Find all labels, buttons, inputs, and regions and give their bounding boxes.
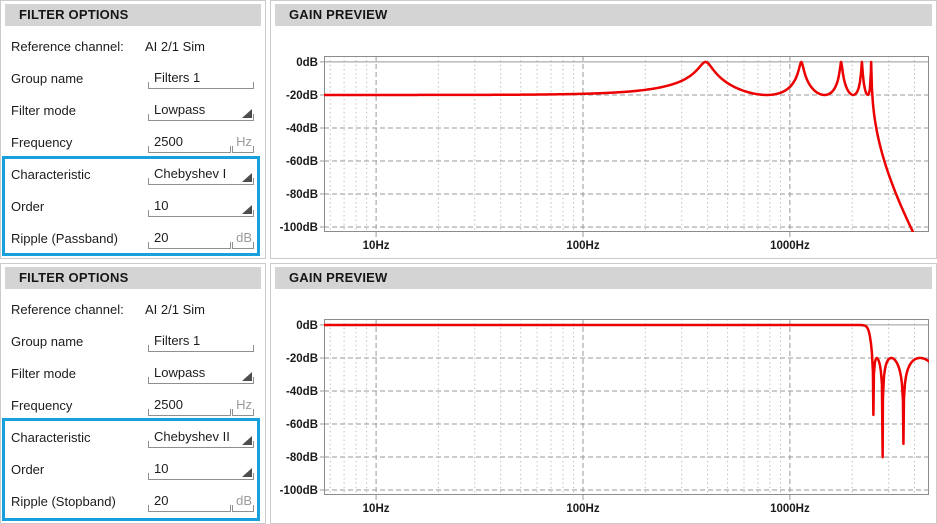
reference-channel-label: Reference channel: <box>11 302 124 317</box>
x-axis-label: 100Hz <box>566 240 599 252</box>
frequency-row: Frequency 2500 Hz <box>1 390 265 422</box>
dropdown-arrow-icon <box>242 205 252 214</box>
y-axis-label: -80dB <box>286 452 318 464</box>
y-axis-label: -20dB <box>286 90 318 102</box>
x-axis-label: 10Hz <box>363 240 390 252</box>
ripple-row: Ripple (Stopband) 20 dB <box>1 486 265 518</box>
filter-options-panel-top: FILTER OPTIONS Reference channel: AI 2/1… <box>0 0 266 259</box>
reference-channel-value: AI 2/1 Sim <box>145 39 205 54</box>
dropdown-arrow-icon <box>242 109 252 118</box>
dropdown-arrow-icon <box>242 173 252 182</box>
gain-preview-panel-bottom: GAIN PREVIEW 10Hz 100Hz 1000Hz 0dB -20dB -40d… <box>270 263 937 524</box>
gain-curve <box>324 60 915 232</box>
ripple-label: Ripple (Passband) <box>11 231 118 246</box>
characteristic-dropdown[interactable]: Chebyshev I <box>148 163 254 185</box>
reference-channel-row: Reference channel: AI 2/1 Sim <box>1 294 265 326</box>
panel-header: FILTER OPTIONS <box>5 4 261 26</box>
ripple-unit: dB <box>232 227 254 249</box>
y-axis-label: -80dB <box>286 189 318 201</box>
ripple-label: Ripple (Stopband) <box>11 494 116 509</box>
frequency-input[interactable]: 2500 <box>148 394 231 416</box>
order-label: Order <box>11 462 45 477</box>
gain-preview-panel-top: GAIN PREVIEW 10Hz 100Hz 1000Hz 0dB -20dB -40d… <box>270 0 937 259</box>
ripple-input[interactable]: 20 <box>148 490 231 512</box>
order-row: Order 10 <box>1 454 265 486</box>
ripple-row: Ripple (Passband) 20 dB <box>1 223 265 255</box>
filter-mode-dropdown[interactable]: Lowpass <box>148 362 254 384</box>
dropdown-arrow-icon <box>242 372 252 381</box>
frequency-row: Frequency 2500 Hz <box>1 127 265 159</box>
order-label: Order <box>11 199 45 214</box>
order-dropdown[interactable]: 10 <box>148 458 254 480</box>
group-name-label: Group name <box>11 334 84 349</box>
form-rows: Reference channel: AI 2/1 Sim Group name… <box>1 294 265 518</box>
frequency-input[interactable]: 2500 <box>148 131 231 153</box>
x-axis-label: 1000Hz <box>770 503 810 515</box>
frequency-unit: Hz <box>232 394 254 416</box>
filter-mode-label: Filter mode <box>11 366 77 381</box>
characteristic-label: Characteristic <box>11 167 91 182</box>
gain-preview-chart: 10Hz 100Hz 1000Hz 0dB -20dB -40dB -60dB -80dB -1… <box>280 319 929 515</box>
y-axis-label: -100dB <box>280 485 318 497</box>
filter-mode-row: Filter mode Lowpass <box>1 358 265 390</box>
filter-mode-dropdown[interactable]: Lowpass <box>148 99 254 121</box>
filter-mode-row: Filter mode Lowpass <box>1 95 265 127</box>
dropdown-arrow-icon <box>242 436 252 445</box>
filter-mode-label: Filter mode <box>11 103 77 118</box>
frequency-unit: Hz <box>232 131 254 153</box>
frequency-label: Frequency <box>11 135 73 150</box>
y-axis-label: -60dB <box>286 156 318 168</box>
characteristic-row: Characteristic Chebyshev I <box>1 159 265 191</box>
gain-curve <box>324 323 929 459</box>
y-axis-label: -60dB <box>286 419 318 431</box>
order-dropdown[interactable]: 10 <box>148 195 254 217</box>
y-axis-label: -20dB <box>286 353 318 365</box>
reference-channel-row: Reference channel: AI 2/1 Sim <box>1 31 265 63</box>
characteristic-row: Characteristic Chebyshev II <box>1 422 265 454</box>
y-axis-label: 0dB <box>296 57 318 69</box>
dropdown-arrow-icon <box>242 468 252 477</box>
group-name-input[interactable]: Filters 1 <box>148 330 254 352</box>
y-axis-label: -40dB <box>286 386 318 398</box>
panel-header: GAIN PREVIEW <box>275 267 932 289</box>
characteristic-label: Characteristic <box>11 430 91 445</box>
group-name-row: Group name Filters 1 <box>1 326 265 358</box>
filter-options-panel-bottom: FILTER OPTIONS Reference channel: AI 2/1… <box>0 263 266 524</box>
group-name-row: Group name Filters 1 <box>1 63 265 95</box>
x-axis-label: 1000Hz <box>770 240 810 252</box>
x-axis-label: 100Hz <box>566 503 599 515</box>
characteristic-dropdown[interactable]: Chebyshev II <box>148 426 254 448</box>
ripple-unit: dB <box>232 490 254 512</box>
order-row: Order 10 <box>1 191 265 223</box>
panel-header: GAIN PREVIEW <box>275 4 932 26</box>
reference-channel-label: Reference channel: <box>11 39 124 54</box>
ripple-input[interactable]: 20 <box>148 227 231 249</box>
plot-border <box>324 319 929 495</box>
y-axis-label: -40dB <box>286 123 318 135</box>
plot-border <box>324 56 929 232</box>
form-rows: Reference channel: AI 2/1 Sim Group name… <box>1 31 265 255</box>
group-name-label: Group name <box>11 71 84 86</box>
frequency-label: Frequency <box>11 398 73 413</box>
x-axis-label: 10Hz <box>363 503 390 515</box>
reference-channel-value: AI 2/1 Sim <box>145 302 205 317</box>
gain-preview-chart: 10Hz 100Hz 1000Hz 0dB -20dB -40dB -60dB -80dB -1… <box>280 56 929 252</box>
y-axis-label: -100dB <box>280 222 318 234</box>
group-name-input[interactable]: Filters 1 <box>148 67 254 89</box>
y-axis-label: 0dB <box>296 320 318 332</box>
panel-header: FILTER OPTIONS <box>5 267 261 289</box>
